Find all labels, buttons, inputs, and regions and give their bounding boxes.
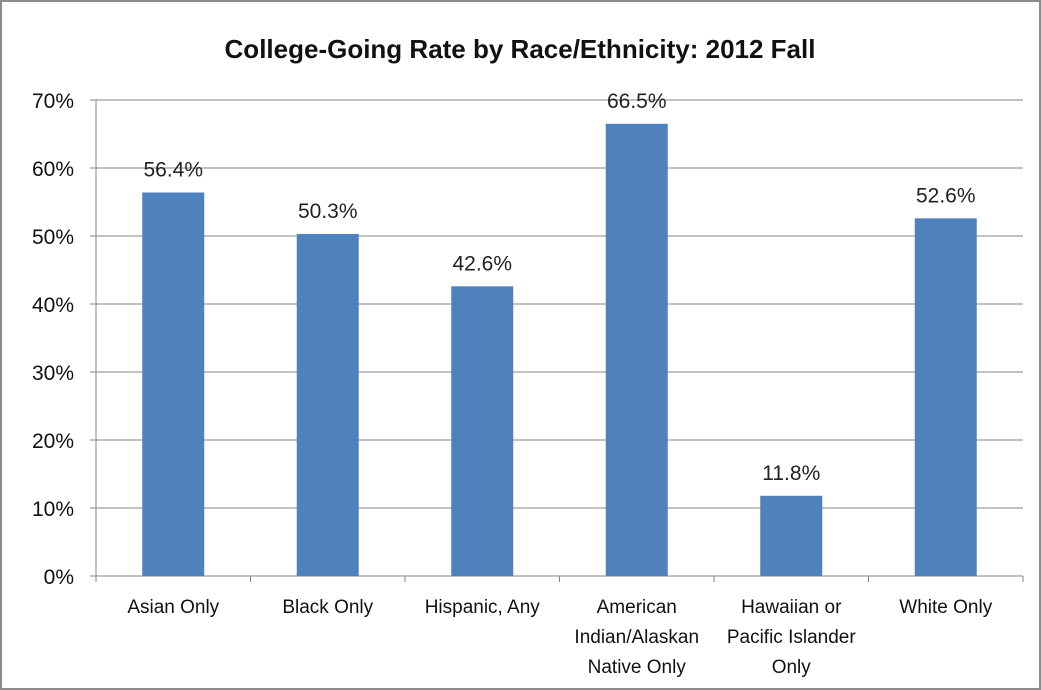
bar <box>914 218 977 576</box>
y-tick-label: 0% <box>44 566 74 589</box>
data-label: 50.3% <box>298 200 358 223</box>
chart-title: College-Going Rate by Race/Ethnicity: 20… <box>225 34 816 64</box>
category-labels: Asian Only Black Only Hispanic, Any America… <box>127 597 992 678</box>
y-tick-label: 50% <box>32 226 74 249</box>
x-tick-label: White Only <box>899 597 992 618</box>
y-tick-label: 40% <box>32 294 74 317</box>
y-tick-label: 70% <box>32 90 74 113</box>
bar <box>760 495 823 576</box>
bar <box>142 192 205 577</box>
x-tick-label: Hispanic, Any <box>425 597 541 618</box>
data-label: 56.4% <box>143 158 203 181</box>
bar <box>451 286 514 576</box>
bars <box>142 123 977 577</box>
x-tick-label: Hawaiian or Pacific Islander Only <box>727 597 857 678</box>
y-tick-label: 30% <box>32 362 74 385</box>
data-label: 11.8% <box>762 462 820 485</box>
data-label: 42.6% <box>452 252 512 275</box>
gridlines <box>96 99 1023 509</box>
x-tick-label: Asian Only <box>127 597 219 618</box>
axes: 0% 10% 20% 30% 40% 50% 60% 70% <box>32 90 1024 589</box>
y-tick-label: 20% <box>32 430 74 453</box>
data-label: 52.6% <box>916 184 976 207</box>
x-tick-label: American Indian/Alaskan Native Only <box>574 597 699 678</box>
data-label: 66.5% <box>607 90 667 113</box>
data-labels: 56.4% 50.3% 42.6% 66.5% 11.8% 52.6% <box>143 90 975 485</box>
x-tick-label: Black Only <box>282 597 373 618</box>
bar <box>605 123 668 577</box>
bar <box>296 233 359 576</box>
y-tick-label: 10% <box>32 498 74 521</box>
y-tick-label: 60% <box>32 158 74 181</box>
